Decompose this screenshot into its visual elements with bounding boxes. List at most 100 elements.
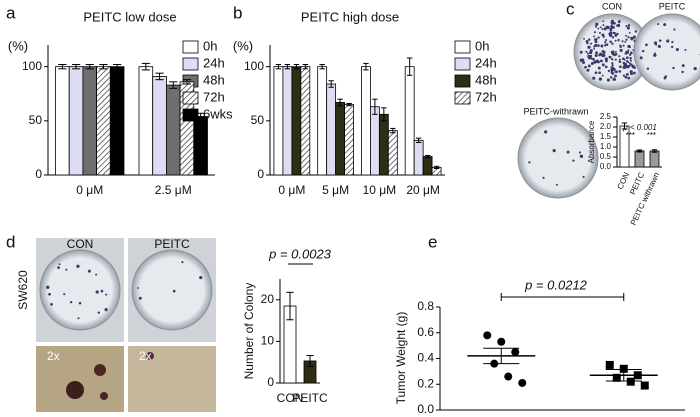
colony (594, 25, 597, 28)
bar (193, 116, 208, 176)
colony (630, 36, 633, 40)
colony (606, 78, 610, 82)
colony (592, 76, 596, 80)
point (619, 364, 628, 373)
legend-label: 0h (475, 38, 489, 53)
colony (621, 40, 624, 43)
point (483, 331, 492, 340)
colony (611, 36, 615, 39)
colony (646, 67, 650, 70)
colony (619, 48, 623, 52)
colony (137, 287, 140, 289)
colony (587, 64, 591, 68)
image-label: PEITC (659, 1, 686, 11)
colony (628, 64, 631, 68)
colony (592, 58, 595, 61)
colony (586, 68, 590, 72)
colony (672, 66, 675, 70)
bar (273, 66, 284, 176)
legend-swatch (454, 57, 471, 71)
y-tick-label: 50 (29, 113, 43, 127)
y-tick-label: 0.0 (600, 162, 612, 171)
colony (611, 62, 614, 65)
bar (378, 113, 389, 176)
colony (657, 23, 660, 26)
x-tick-label: 0 μM (76, 183, 103, 197)
colony (97, 311, 101, 314)
y-axis-label: Absorbance (587, 120, 596, 163)
colony (629, 56, 632, 60)
colony (593, 60, 597, 64)
colony (146, 352, 154, 360)
colony (610, 19, 614, 23)
colony (579, 154, 584, 158)
colony (555, 183, 558, 186)
colony (593, 31, 597, 34)
colony (618, 19, 621, 22)
colony (595, 51, 598, 55)
colony (77, 317, 80, 320)
chart-title: PEITC low dose (83, 9, 176, 24)
colony (597, 44, 600, 48)
colony (528, 161, 531, 164)
image-label: PEITC (154, 237, 190, 251)
colony (684, 48, 687, 51)
x-tick-label: CON (616, 171, 632, 191)
colony (614, 74, 617, 78)
y-axis-label: Number of Colony (242, 283, 256, 380)
colony (600, 44, 604, 48)
point (504, 372, 513, 381)
colony (617, 38, 620, 42)
y-tick-label: 0.0 (417, 402, 434, 416)
colony (94, 364, 106, 376)
y-tick-label: 10 (261, 334, 275, 348)
colony (87, 269, 91, 273)
colony (199, 275, 203, 280)
legend-swatch (454, 40, 471, 54)
colony (566, 150, 570, 154)
y-tick-label: 1.0 (600, 142, 612, 151)
y-tick-label: 2.5 (600, 112, 612, 121)
image-label: 2x (47, 349, 60, 363)
legend-label: 48h (203, 72, 225, 87)
x-tick-label: 0 μM (278, 183, 305, 197)
colony (675, 47, 679, 52)
bar (96, 66, 111, 176)
colony (633, 66, 636, 70)
y-tick-label: 20 (261, 292, 275, 306)
colony (641, 49, 645, 53)
y-tick-label: 0 (35, 167, 42, 181)
legend-swatch (454, 74, 471, 88)
legend-label: 6wks (203, 106, 233, 121)
point (497, 337, 506, 346)
legend-swatch (182, 108, 199, 122)
bar (166, 84, 181, 176)
colony (630, 59, 632, 62)
colony (630, 72, 633, 76)
x-tick-label: PEITC (292, 391, 328, 405)
annotation: p = 0.0212 (524, 277, 588, 292)
colony (69, 301, 73, 304)
image-label: PEITC-withrawn (523, 106, 588, 116)
bar (404, 66, 415, 176)
colony (611, 25, 615, 29)
colony (657, 44, 661, 48)
colony (608, 55, 611, 58)
colony (627, 44, 631, 49)
petri-dish (517, 117, 599, 199)
y-tick-label: 0 (257, 167, 264, 181)
colony (552, 149, 556, 153)
colony (584, 65, 587, 69)
colony (624, 41, 627, 43)
colony (604, 59, 608, 63)
colony (623, 58, 626, 61)
colony (610, 71, 614, 74)
colony (611, 58, 614, 61)
colony (632, 71, 636, 75)
colony (587, 45, 591, 49)
colony (632, 35, 636, 39)
legend-label: 24h (203, 55, 225, 70)
colony (622, 66, 625, 69)
colony (653, 53, 657, 57)
